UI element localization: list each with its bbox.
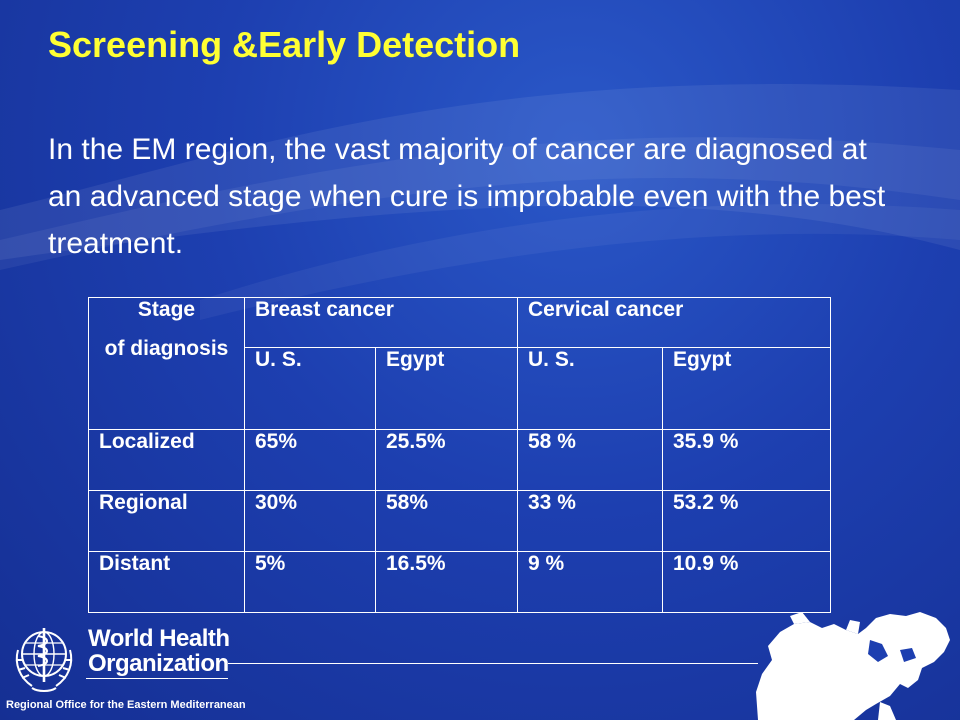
table-header-row: Stage of diagnosis Breast cancer Cervica… xyxy=(88,297,831,430)
who-wordmark-line1: World Health xyxy=(88,625,230,652)
regional-office-label: Regional Office for the Eastern Mediterr… xyxy=(6,699,246,711)
subheader-breast-egypt: Egypt xyxy=(375,347,518,430)
table-subheader-row: U. S. Egypt U. S. Egypt xyxy=(89,347,831,430)
row-stage-label: Distant xyxy=(88,551,245,613)
table-cell: 35.9 % xyxy=(662,429,831,491)
table-row: Distant 5% 16.5% 9 % 10.9 % xyxy=(88,551,831,613)
table-cell: 33 % xyxy=(517,490,663,552)
table-cell: 25.5% xyxy=(375,429,518,491)
who-wordmark-line2: Organization xyxy=(88,650,229,677)
table-cell: 10.9 % xyxy=(662,551,831,613)
table-cell: 65% xyxy=(244,429,376,491)
footer-divider xyxy=(228,663,758,664)
subheader-cervical-us: U. S. xyxy=(517,347,663,430)
stage-header-cell: Stage of diagnosis xyxy=(88,297,245,430)
breast-cancer-header: Breast cancer xyxy=(244,297,518,348)
row-stage-label: Regional xyxy=(88,490,245,552)
logo-divider xyxy=(86,678,228,679)
who-wordmark: World Health Organization xyxy=(88,626,230,676)
who-emblem-icon xyxy=(15,628,73,692)
table-cell: 58% xyxy=(375,490,518,552)
who-logo: World Health Organization Regional Offic… xyxy=(0,616,246,720)
cervical-cancer-header: Cervical cancer xyxy=(517,297,831,348)
row-stage-label: Localized xyxy=(88,429,245,491)
table-cell: 9 % xyxy=(517,551,663,613)
table-row: Regional 30% 58% 33 % 53.2 % xyxy=(88,490,831,552)
table-cell: 5% xyxy=(244,551,376,613)
stage-header-line1: Stage xyxy=(137,298,196,321)
subheader-breast-us: U. S. xyxy=(244,347,376,430)
table-cell: 30% xyxy=(244,490,376,552)
table-cell: 58 % xyxy=(517,429,663,491)
stage-header-line2: of diagnosis xyxy=(104,337,229,360)
subheader-cervical-egypt: Egypt xyxy=(662,347,831,430)
eastern-mediterranean-map-icon xyxy=(756,612,950,720)
slide-title: Screening &Early Detection xyxy=(48,24,521,65)
cancer-stage-table: Stage of diagnosis Breast cancer Cervica… xyxy=(88,297,831,613)
table-row: Localized 65% 25.5% 58 % 35.9 % xyxy=(88,429,831,491)
table-cell: 53.2 % xyxy=(662,490,831,552)
table-cell: 16.5% xyxy=(375,551,518,613)
intro-paragraph: In the EM region, the vast majority of c… xyxy=(48,133,886,260)
